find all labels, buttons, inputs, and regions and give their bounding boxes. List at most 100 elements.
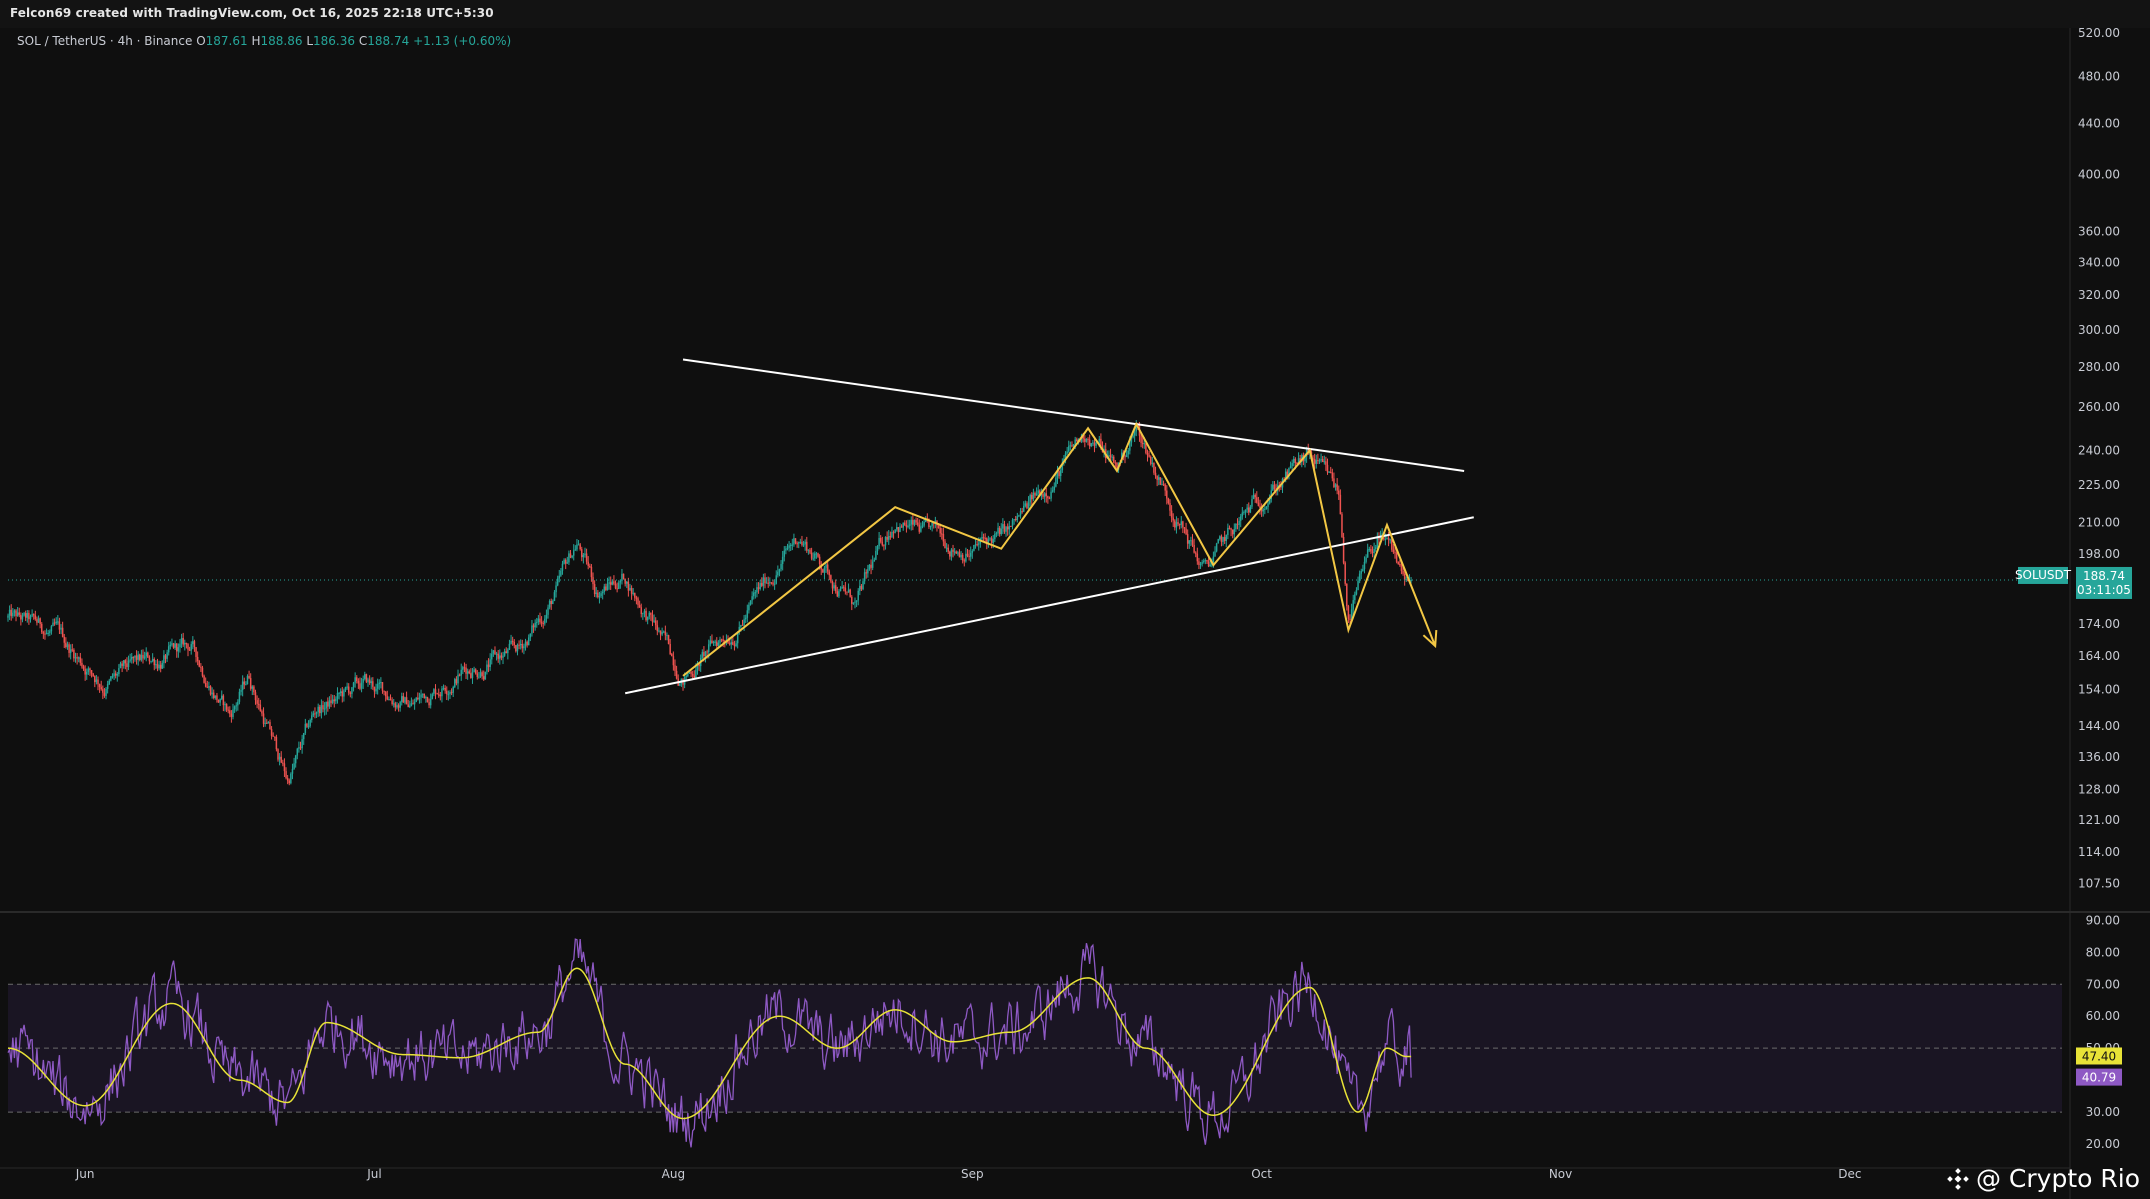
candle-body bbox=[1146, 452, 1149, 456]
candle-body bbox=[566, 562, 569, 564]
candle-body bbox=[116, 674, 119, 676]
candle-body bbox=[1407, 579, 1409, 582]
candle-body bbox=[282, 762, 284, 764]
candle-body bbox=[603, 586, 606, 592]
candle-body bbox=[804, 541, 806, 545]
candle-body bbox=[622, 573, 625, 580]
candle-body bbox=[568, 553, 570, 563]
candle-body bbox=[823, 567, 826, 573]
candle-body bbox=[113, 673, 115, 677]
candle-body bbox=[294, 755, 297, 764]
candle-body bbox=[781, 556, 784, 564]
candle-body bbox=[1352, 600, 1354, 610]
rsi-badge-text: 40.79 bbox=[2082, 1071, 2116, 1085]
candle-body bbox=[519, 643, 522, 646]
candle-body bbox=[1108, 455, 1110, 457]
candle-body bbox=[1333, 478, 1335, 488]
candle-body bbox=[830, 575, 832, 582]
candle-body bbox=[857, 590, 859, 601]
candle-body bbox=[328, 700, 331, 707]
candle-body bbox=[807, 549, 810, 551]
rsi-tick-label: 60.00 bbox=[2086, 1009, 2120, 1023]
candle-body bbox=[572, 550, 575, 556]
candle-body bbox=[1262, 509, 1264, 512]
candle-body bbox=[151, 659, 154, 662]
candle-body bbox=[304, 723, 307, 734]
candle-body bbox=[495, 653, 498, 655]
candle-body bbox=[148, 657, 151, 662]
symbol-info: SOL / TetherUS · 4h · Binance O187.61 H1… bbox=[17, 34, 511, 48]
price-tick-label: 260.00 bbox=[2078, 400, 2120, 414]
candle-body bbox=[664, 631, 667, 636]
candle-body bbox=[198, 660, 201, 667]
candle-body bbox=[386, 696, 389, 700]
candle-body bbox=[748, 604, 750, 611]
candle-body bbox=[669, 643, 671, 655]
candle-body bbox=[1350, 609, 1353, 620]
candle-body bbox=[728, 643, 731, 645]
rsi-tick-label: 90.00 bbox=[2086, 913, 2120, 927]
candle-body bbox=[849, 589, 851, 597]
price-tick-label: 340.00 bbox=[2078, 255, 2120, 269]
candle-body bbox=[433, 689, 435, 695]
candle-body bbox=[910, 519, 912, 525]
candle-body bbox=[529, 633, 532, 638]
candle-body bbox=[105, 688, 107, 696]
candle-body bbox=[706, 651, 708, 653]
candle-body bbox=[1048, 498, 1051, 500]
candle-body bbox=[322, 705, 324, 710]
candle-body bbox=[399, 701, 401, 708]
candle-body bbox=[307, 725, 310, 727]
candle-body bbox=[801, 541, 803, 545]
candle-body bbox=[1260, 508, 1263, 512]
candle-body bbox=[224, 703, 226, 706]
candle-body bbox=[667, 635, 670, 644]
candle-body bbox=[836, 591, 839, 597]
candle-body bbox=[211, 692, 213, 695]
candle-body bbox=[1346, 583, 1348, 607]
candle-body bbox=[1154, 472, 1157, 476]
candle-body bbox=[1027, 502, 1030, 509]
candle-body bbox=[587, 561, 589, 566]
candle-body bbox=[897, 527, 900, 533]
candle-body bbox=[1251, 499, 1253, 507]
candle-body bbox=[645, 610, 647, 621]
candle-body bbox=[77, 657, 80, 659]
candle-body bbox=[601, 591, 604, 594]
time-tick-label: Nov bbox=[1549, 1167, 1572, 1181]
candle-body bbox=[421, 693, 424, 695]
candle-body bbox=[947, 547, 949, 552]
candle-body bbox=[195, 647, 197, 657]
candle-body bbox=[240, 690, 242, 692]
candle-body bbox=[863, 572, 866, 582]
candle-body bbox=[960, 554, 962, 558]
candle-body bbox=[1014, 519, 1017, 521]
candle-body bbox=[532, 625, 535, 628]
rsi-ma-badge bbox=[2076, 1047, 2122, 1065]
candle-body bbox=[1235, 523, 1237, 530]
candle-body bbox=[221, 695, 223, 699]
candle-body bbox=[253, 686, 255, 693]
candle-body bbox=[1140, 435, 1142, 443]
candle-body bbox=[1162, 484, 1165, 486]
candle-body bbox=[36, 619, 38, 623]
candle-body bbox=[624, 579, 626, 584]
candle-body bbox=[278, 756, 281, 760]
candle-body bbox=[283, 763, 286, 772]
candle-body bbox=[1256, 497, 1258, 503]
candle-body bbox=[227, 709, 229, 711]
candle-body bbox=[743, 619, 745, 626]
candle-body bbox=[217, 699, 220, 703]
candle-body bbox=[309, 719, 311, 726]
candle-body bbox=[1037, 490, 1039, 494]
candle-body bbox=[280, 756, 282, 763]
candle-body bbox=[1034, 492, 1036, 496]
candle-body bbox=[875, 550, 877, 560]
candle-body bbox=[595, 592, 597, 594]
candle-body bbox=[889, 536, 892, 538]
candle-body bbox=[762, 577, 765, 586]
candle-body bbox=[1095, 442, 1097, 446]
candle-body bbox=[1141, 442, 1144, 444]
candle-body bbox=[343, 690, 345, 697]
